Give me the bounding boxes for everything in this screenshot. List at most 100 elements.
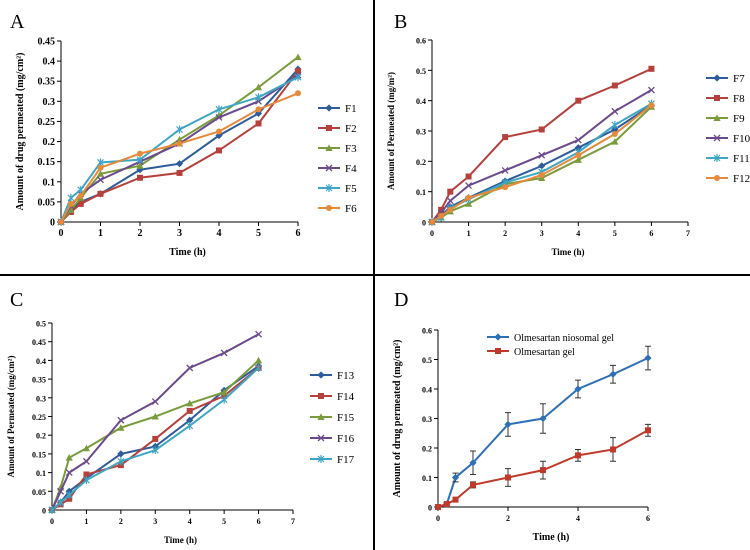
legend-label: F11 bbox=[733, 153, 750, 165]
data-point bbox=[538, 126, 545, 133]
data-point bbox=[438, 206, 445, 213]
legend-item: F7 bbox=[706, 73, 745, 85]
y-tick-label: 0.3 bbox=[422, 415, 432, 424]
legend-label: F8 bbox=[733, 93, 745, 105]
x-tick-label: 3 bbox=[153, 517, 157, 526]
data-point bbox=[151, 446, 159, 455]
x-tick-label: 1 bbox=[467, 229, 471, 238]
data-point bbox=[67, 200, 74, 207]
series-f3 bbox=[57, 53, 302, 225]
y-tick-label: 0.05 bbox=[32, 488, 46, 497]
y-axis-label: Amount of drug permeated (mg/cm²) bbox=[15, 53, 26, 211]
x-tick-label: 3 bbox=[540, 229, 544, 238]
chart-panel-c: 0 0.05 0.1 0.15 0.2 0.25 0.3 0.35 0.4 0.45 0.5 0 1 2 3… bbox=[6, 320, 355, 546]
legend-marker bbox=[713, 134, 721, 142]
data-point bbox=[151, 398, 159, 405]
legend-label: F12 bbox=[733, 173, 750, 185]
legend-marker bbox=[326, 125, 332, 131]
legend-marker bbox=[317, 434, 325, 442]
data-point bbox=[611, 120, 619, 129]
x-axis-label: Time (h) bbox=[551, 247, 584, 257]
x-tick-label: 7 bbox=[291, 517, 295, 526]
data-point bbox=[117, 416, 125, 424]
y-tick-label: 0.15 bbox=[32, 450, 46, 459]
y-tick-label: 0.35 bbox=[38, 77, 56, 88]
legend-item: F15 bbox=[310, 412, 355, 424]
data-point bbox=[465, 194, 472, 201]
data-point bbox=[504, 420, 512, 428]
y-tick-label: 0.25 bbox=[38, 117, 56, 128]
data-point bbox=[255, 93, 262, 102]
legend-item: F17 bbox=[310, 454, 355, 466]
data-point bbox=[451, 473, 460, 482]
x-tick-label: 3 bbox=[177, 228, 182, 239]
legend-item: F6 bbox=[318, 203, 357, 215]
legend-item: F13 bbox=[310, 370, 355, 382]
data-point bbox=[575, 97, 582, 104]
legend-item: F1 bbox=[318, 103, 357, 115]
legend-marker bbox=[317, 371, 325, 379]
legend-marker bbox=[317, 455, 325, 463]
data-point bbox=[611, 82, 618, 89]
y-tick-label: 0.6 bbox=[422, 327, 432, 336]
series-olmesartan-niosomal-gel bbox=[434, 345, 652, 511]
data-point bbox=[97, 164, 104, 171]
data-point bbox=[295, 68, 301, 75]
legend-item: F14 bbox=[310, 391, 355, 403]
x-tick-label: 2 bbox=[138, 228, 143, 239]
data-point bbox=[67, 193, 75, 202]
data-point bbox=[97, 176, 104, 184]
series-f12 bbox=[429, 102, 655, 225]
series-f10 bbox=[428, 86, 655, 226]
x-tick-label: 0 bbox=[430, 229, 434, 238]
data-point bbox=[574, 144, 582, 152]
y-tick-label: 0.45 bbox=[32, 338, 46, 347]
data-point bbox=[540, 467, 546, 474]
data-point bbox=[77, 192, 84, 199]
data-point bbox=[611, 131, 618, 138]
y-tick-label: 0.5 bbox=[422, 356, 432, 365]
legend-item: F2 bbox=[318, 123, 357, 135]
chart-panel-a: 0 0.05 0.1 0.15 0.2 0.25 0.3 0.35 0.4 0.45 0 1 2 3 4 5 6… bbox=[15, 37, 357, 259]
data-point bbox=[215, 105, 223, 114]
data-point bbox=[96, 170, 105, 177]
data-point bbox=[77, 200, 84, 207]
data-point bbox=[117, 457, 125, 466]
x-tick-label: 2 bbox=[503, 229, 507, 238]
data-point bbox=[137, 174, 143, 181]
y-tick-label: 0.1 bbox=[36, 469, 46, 478]
y-tick-label: 0.2 bbox=[43, 137, 56, 148]
legend-marker bbox=[714, 95, 720, 101]
data-point bbox=[538, 162, 546, 170]
data-point bbox=[254, 356, 263, 364]
data-point bbox=[176, 169, 183, 176]
data-point bbox=[446, 197, 454, 205]
data-point bbox=[429, 219, 435, 225]
data-point bbox=[464, 200, 473, 207]
y-tick-label: 0.15 bbox=[38, 157, 56, 168]
data-point bbox=[539, 414, 547, 423]
legend-item: Olmesartan niosomal gel bbox=[487, 333, 614, 344]
data-point bbox=[435, 504, 441, 510]
legend-item: F3 bbox=[318, 143, 357, 155]
data-point bbox=[502, 184, 509, 191]
x-tick-label: 4 bbox=[576, 514, 580, 523]
y-tick-label: 0 bbox=[422, 219, 426, 228]
data-point bbox=[470, 481, 476, 488]
legend-label: F9 bbox=[733, 113, 745, 125]
data-point bbox=[220, 395, 228, 404]
data-point bbox=[465, 182, 473, 190]
y-tick-label: 0.4 bbox=[43, 57, 56, 68]
data-point bbox=[83, 476, 90, 485]
x-tick-label: 5 bbox=[256, 228, 261, 239]
data-point bbox=[648, 102, 655, 109]
data-point bbox=[574, 156, 582, 163]
x-axis-label: Time (h) bbox=[169, 247, 206, 258]
legend-label: F7 bbox=[733, 73, 745, 85]
legend-label: F1 bbox=[345, 103, 357, 115]
data-point bbox=[152, 435, 159, 442]
data-point bbox=[97, 190, 104, 197]
y-tick-label: 0.1 bbox=[43, 177, 56, 188]
series-f5 bbox=[57, 73, 302, 226]
data-point bbox=[65, 454, 73, 461]
